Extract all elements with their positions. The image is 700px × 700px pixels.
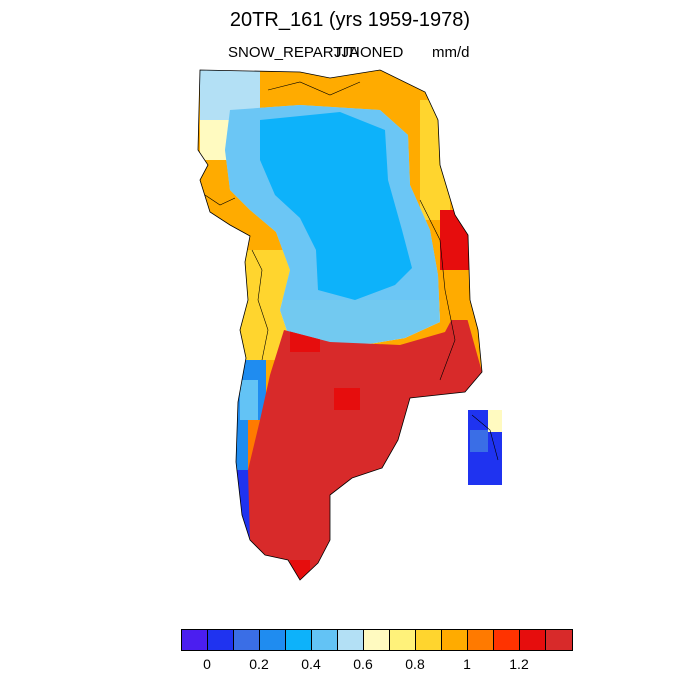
colorbar-tick-label: 0.4	[301, 656, 321, 672]
colorbar-swatch	[546, 630, 572, 650]
units-label: mm/d	[432, 44, 470, 61]
colorbar-tick-label: 1.2	[509, 656, 529, 672]
season-label: JJA	[334, 44, 360, 61]
colorbar-swatch	[286, 630, 312, 650]
colorbar-tick-label: 1	[463, 656, 471, 672]
colorbar-tick-label: 0.6	[353, 656, 373, 672]
colorbar-swatch	[364, 630, 390, 650]
colorbar-swatch	[312, 630, 338, 650]
variable-label: SNOW_REPARTITIONED	[228, 44, 404, 61]
colorbar-tick-label: 0.2	[249, 656, 269, 672]
colorbar-tick-label: 0.8	[405, 656, 425, 672]
colorbar-swatch	[260, 630, 286, 650]
colorbar-swatch	[520, 630, 546, 650]
colorbar-swatch	[182, 630, 208, 650]
colorbar-tick-label: 0	[203, 656, 211, 672]
colorbar-swatch	[390, 630, 416, 650]
colorbar-swatch	[416, 630, 442, 650]
colorbar	[181, 629, 573, 651]
colorbar-swatch	[468, 630, 494, 650]
map-title: 20TR_161 (yrs 1959-1978)	[229, 9, 471, 31]
colorbar-swatch	[338, 630, 364, 650]
colorbar-swatch	[208, 630, 234, 650]
colorbar-swatch	[234, 630, 260, 650]
coastline	[197, 69, 483, 581]
colorbar-swatch	[494, 630, 520, 650]
colorbar-swatch	[442, 630, 468, 650]
